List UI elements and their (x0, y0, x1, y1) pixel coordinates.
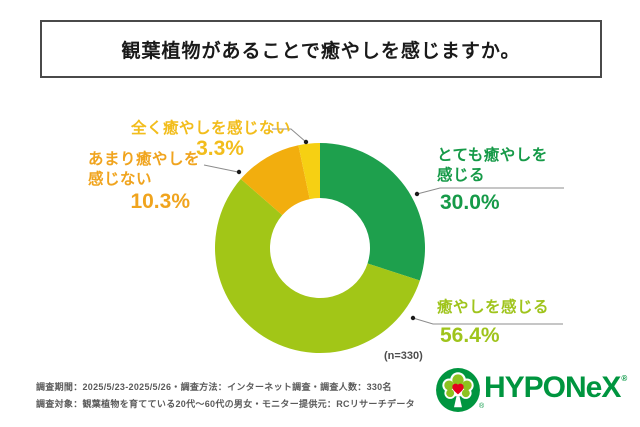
registered-mark-sup-icon: ® (621, 373, 627, 383)
leader-dots (236, 139, 420, 321)
value-healing: 56.4% (440, 324, 500, 347)
donut-segment-4 (298, 143, 320, 200)
hyponex-brand-text: HYPONeX (484, 370, 621, 404)
leader-line-very-healing (416, 187, 564, 195)
label-not-much-healing: あまり癒やしを 感じない (88, 151, 201, 189)
label-healing: 癒やしを感じる (437, 299, 550, 316)
donut-segment-1 (320, 143, 426, 281)
survey-footnote: 調査期間：2025/5/23-2025/5/26・調査方法：インターネット調査・… (36, 379, 415, 413)
question-title-box: 観葉植物があることで癒やしを感じますか。 (40, 20, 602, 78)
hyponex-wordmark: HYPONeX® (484, 370, 627, 405)
label-very-healing: とても癒やしを 感じる (437, 147, 548, 185)
value-very-healing: 30.0% (440, 191, 500, 214)
donut-segment-3 (240, 145, 310, 216)
leader-dot-healing (410, 315, 416, 321)
leader-dot-not-much (236, 169, 242, 175)
hyponex-tree-icon (436, 367, 480, 412)
leader-line-not-at-all (272, 128, 307, 143)
value-not-much-healing: 10.3% (130, 190, 190, 213)
value-no-healing: 3.3% (196, 137, 244, 160)
leader-lines (203, 128, 564, 325)
leader-line-healing (412, 317, 563, 325)
leader-dot-not-at-all (303, 139, 309, 145)
question-title: 観葉植物があることで癒やしを感じますか。 (121, 40, 521, 62)
survey-footnote-line1: 調査期間：2025/5/23-2025/5/26・調査方法：インターネット調査・… (36, 382, 392, 392)
survey-footnote-line2: 調査対象：観葉植物を育てている20代～60代の男女・モニター提供元：RCリサーチ… (36, 399, 415, 409)
leader-dot-very-healing (414, 191, 420, 197)
label-no-healing: 全く癒やしを感じない (131, 120, 292, 137)
donut-segment-2 (215, 179, 420, 353)
hyponex-logo: ® HYPONeX® (435, 366, 627, 413)
sample-size-note: (n=330) (384, 350, 423, 362)
donut-segments (215, 143, 426, 353)
leader-line-not-much (203, 164, 239, 173)
registered-mark-icon: ® (479, 403, 485, 410)
